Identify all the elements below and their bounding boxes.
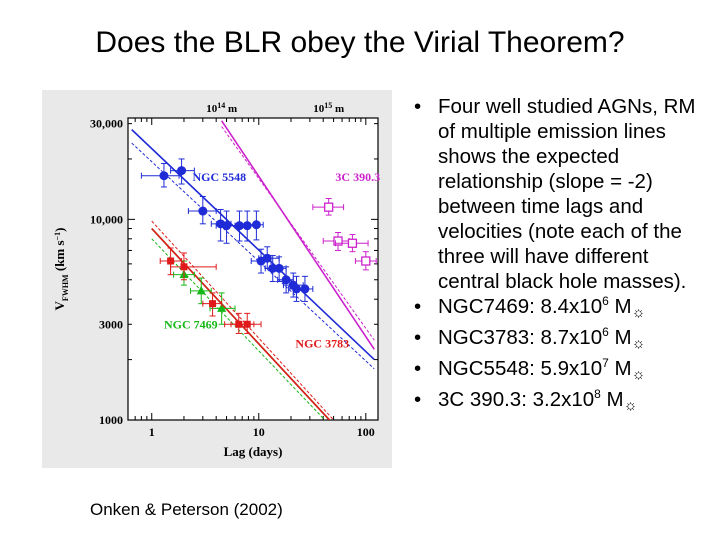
data-point — [243, 320, 251, 328]
x-tick-label: 1 — [149, 425, 155, 439]
data-point — [281, 275, 291, 285]
bullet-unit: M — [600, 388, 624, 411]
bullet-unit: M — [608, 295, 632, 318]
top-axis-label: 1014 m — [206, 101, 237, 115]
data-point — [167, 257, 175, 265]
series-ngc-5548 — [140, 158, 314, 302]
data-point — [291, 284, 301, 294]
fit-line-ngc-5548 — [131, 129, 375, 361]
bullet-name: NGC7469: 8.4x10 — [438, 295, 603, 318]
data-point — [361, 256, 371, 266]
y-tick-label: 1000 — [99, 413, 123, 427]
data-point — [347, 238, 358, 248]
bullet-exponent: 8 — [594, 387, 601, 402]
data-point — [198, 206, 208, 216]
y-tick-label: 3000 — [99, 317, 123, 331]
slide-title: Does the BLR obey the Virial Theorem? — [95, 26, 625, 59]
data-point — [209, 300, 217, 308]
series-label-ngc-7469: NGC 7469 — [164, 318, 218, 332]
bullet-ngc7469-mass: • NGC7469: 8.4x106 M☼ — [408, 294, 713, 325]
sun-icon: ☼ — [631, 304, 646, 321]
bullet-name: NGC5548: 5.9x10 — [438, 357, 603, 380]
x-tick-label: 10 — [253, 425, 265, 439]
bullet-exponent: 6 — [602, 325, 609, 340]
fit-line-ngc-3783 — [151, 227, 331, 420]
bullet-name: 3C 390.3: 3.2x10 — [438, 388, 595, 411]
data-point — [180, 263, 188, 271]
series-label-ngc-5548: NGC 5548 — [192, 170, 246, 184]
bullet-exponent: 7 — [602, 356, 609, 371]
bullet-ngc3783-mass: • NGC3783: 8.7x106 M☼ — [408, 325, 713, 356]
plot-panel: 1 10 100 1000 3000 10,000 30,000 1014 m 1015 m La… — [42, 90, 392, 468]
bullet-3c390-mass: • 3C 390.3: 3.2x108 M☼ — [408, 387, 713, 418]
x-axis-label: Lag (days) — [224, 444, 283, 459]
bullet-dot: • — [414, 95, 422, 118]
bullet-dot: • — [414, 295, 422, 318]
top-axis-label: 1015 m — [313, 101, 344, 115]
data-point — [333, 236, 343, 246]
figure-credit: Onken & Peterson (2002) — [90, 500, 283, 519]
bullet-ngc5548-mass: • NGC5548: 5.9x107 M☼ — [408, 356, 713, 387]
series-3c-390-3 — [312, 198, 377, 271]
x-tick-label: 100 — [357, 425, 375, 439]
series-label-ngc-3783: NGC 3783 — [295, 336, 349, 350]
y-tick-label: 30,000 — [90, 117, 123, 131]
bullet-dot: • — [414, 357, 422, 380]
data-point — [324, 202, 334, 212]
fit-line-alt-ngc-5548 — [131, 142, 375, 370]
bullet-list: • Four well studied AGNs, RM of multiple… — [408, 94, 713, 418]
data-point — [251, 220, 261, 230]
y-axis-label: VFWHM (km s−1) — [52, 228, 70, 311]
fit-line-alt-ngc-7469 — [151, 238, 326, 420]
data-point — [242, 221, 252, 231]
bullet-unit: M — [608, 326, 632, 349]
sun-icon: ☼ — [631, 366, 646, 383]
y-tick-label: 10,000 — [90, 212, 123, 226]
fit-line-alt-3c-390-3 — [221, 126, 375, 341]
data-point — [196, 285, 206, 295]
bullet-text: Four well studied AGNs, RM of multiple e… — [438, 95, 696, 293]
sun-icon: ☼ — [623, 397, 638, 414]
data-point — [159, 171, 169, 181]
data-point — [300, 284, 310, 294]
data-point — [177, 166, 187, 176]
bullet-name: NGC3783: 8.7x10 — [438, 326, 603, 349]
data-point — [217, 303, 227, 312]
bullet-exponent: 6 — [602, 294, 609, 309]
data-point — [274, 263, 284, 273]
series-ngc-3783 — [159, 247, 262, 334]
fit-line-3c-390-3 — [220, 120, 375, 350]
virial-chart: 1 10 100 1000 3000 10,000 30,000 1014 m 1015 m La… — [52, 101, 380, 459]
bullet-dot: • — [414, 326, 422, 349]
bullet-intro: • Four well studied AGNs, RM of multiple… — [408, 94, 713, 294]
fit-lines — [131, 120, 375, 420]
series-label-3c-390-3: 3C 390.3 — [335, 170, 380, 184]
data-point — [262, 253, 272, 263]
sun-icon: ☼ — [631, 335, 646, 352]
bullet-unit: M — [608, 357, 632, 380]
bullet-dot: • — [414, 388, 422, 411]
